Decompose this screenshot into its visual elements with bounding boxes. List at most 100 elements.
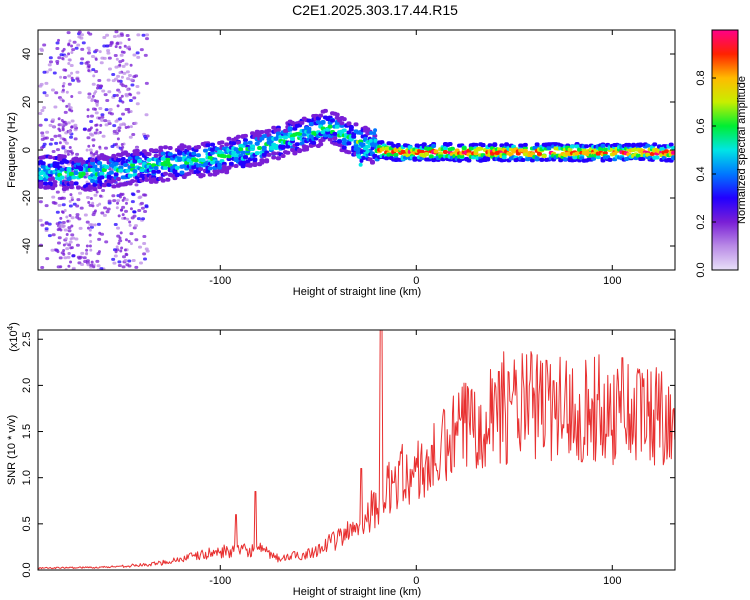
heatmap-cell: [127, 38, 131, 42]
heatmap-cell: [52, 183, 58, 188]
heatmap-cell: [581, 147, 587, 152]
heatmap-cell: [595, 155, 601, 160]
heatmap-cell: [114, 119, 119, 123]
heatmap-cell: [357, 154, 362, 159]
heatmap-cell: [48, 60, 53, 64]
heatmap-cell: [334, 112, 340, 117]
heatmap-cell: [50, 176, 56, 181]
heatmap-cell: [198, 166, 204, 171]
heatmap-cell: [69, 135, 74, 139]
heatmap-cell: [264, 159, 270, 164]
heatmap-cell: [127, 264, 132, 268]
heatmap-cell: [59, 175, 65, 180]
heatmap-cell: [132, 96, 137, 100]
colorbar: 0.0 0.2 0.4 0.6 0.8 Normalized spectral ampl…: [695, 29, 748, 278]
heatmap-cell: [95, 103, 99, 107]
heatmap-cell: [66, 149, 71, 153]
snr-scale-multiplier: (x104): [6, 322, 20, 352]
heatmap-cell: [124, 198, 129, 202]
heatmap-cell: [75, 243, 80, 247]
heatmap-cell: [373, 128, 378, 133]
heatmap-cell: [111, 184, 117, 189]
colorbar-tick-label: 0.8: [695, 70, 707, 85]
heatmap-cell: [325, 127, 331, 132]
heatmap-cell: [80, 251, 85, 255]
spectrogram-y-tick-label: 40: [21, 48, 33, 60]
heatmap-cell: [139, 48, 144, 52]
heatmap-cell: [252, 157, 258, 162]
heatmap-cell: [195, 145, 201, 150]
heatmap-cell: [68, 58, 72, 62]
heatmap-cell: [103, 206, 108, 210]
heatmap-cell: [75, 204, 80, 208]
heatmap-cell: [78, 191, 83, 195]
heatmap-cell: [70, 196, 74, 200]
heatmap-cell: [48, 68, 53, 72]
heatmap-cell: [671, 145, 675, 150]
heatmap-cell: [174, 173, 180, 178]
heatmap-cell: [153, 148, 159, 153]
heatmap-cell: [45, 257, 50, 261]
snr-y-tick-label: 2.0: [21, 378, 33, 393]
heatmap-cell: [62, 243, 66, 247]
heatmap-cell: [71, 254, 76, 258]
heatmap-cell: [163, 145, 169, 150]
heatmap-cell: [111, 73, 116, 77]
heatmap-cell: [574, 144, 580, 149]
heatmap-cell: [87, 49, 91, 53]
heatmap-cell: [129, 242, 133, 246]
snr-y-label: SNR (10 * v/v): [6, 415, 18, 485]
heatmap-cell: [80, 262, 85, 266]
heatmap-cell: [116, 226, 121, 230]
heatmap-cell: [104, 240, 109, 244]
heatmap-cell: [113, 223, 118, 227]
heatmap-cell: [120, 75, 124, 79]
heatmap-cell: [142, 234, 147, 238]
heatmap-cell: [114, 30, 119, 34]
heatmap-cell: [144, 177, 150, 182]
heatmap-cell: [118, 71, 122, 75]
heatmap-cell: [200, 158, 206, 163]
heatmap-cell: [92, 144, 96, 148]
heatmap-cell: [117, 263, 122, 267]
heatmap-cell: [210, 150, 216, 155]
heatmap-cell: [82, 256, 87, 260]
heatmap-cell: [522, 142, 528, 147]
heatmap-cell: [134, 148, 140, 153]
heatmap-cell: [52, 71, 57, 75]
snr-x-ticks: -100 0 100: [209, 330, 621, 587]
heatmap-cell: [92, 74, 96, 78]
heatmap-cell: [468, 146, 474, 151]
heatmap-cell: [76, 43, 81, 47]
heatmap-cell: [92, 164, 98, 169]
colorbar-ticks: 0.0 0.2 0.4 0.6 0.8: [695, 70, 716, 278]
heatmap-cell: [69, 237, 73, 241]
heatmap-cell: [86, 31, 90, 35]
heatmap-cell: [118, 41, 123, 45]
heatmap-cell: [122, 255, 127, 259]
heatmap-cell: [40, 223, 45, 227]
heatmap-cell: [66, 255, 71, 259]
heatmap-cell: [67, 62, 71, 66]
heatmap-cell: [541, 154, 547, 159]
heatmap-cell: [44, 227, 49, 231]
heatmap-cell: [38, 167, 41, 172]
heatmap-cell: [57, 38, 61, 42]
heatmap-cell: [116, 79, 120, 83]
heatmap-cell: [38, 123, 43, 127]
heatmap-cell: [118, 236, 122, 240]
heatmap-cell: [96, 264, 101, 268]
heatmap-cell: [127, 239, 131, 243]
heatmap-cell: [202, 148, 208, 153]
heatmap-cell: [631, 143, 637, 148]
heatmap-cell: [337, 139, 343, 144]
heatmap-cell: [275, 156, 281, 161]
heatmap-cell: [266, 128, 272, 133]
heatmap-cell: [266, 152, 272, 157]
heatmap-cell: [90, 157, 96, 162]
heatmap-cell: [61, 203, 66, 207]
heatmap-cell: [118, 45, 122, 49]
heatmap-cell: [118, 195, 122, 199]
heatmap-cell: [44, 94, 49, 98]
heatmap-cell: [62, 252, 66, 256]
